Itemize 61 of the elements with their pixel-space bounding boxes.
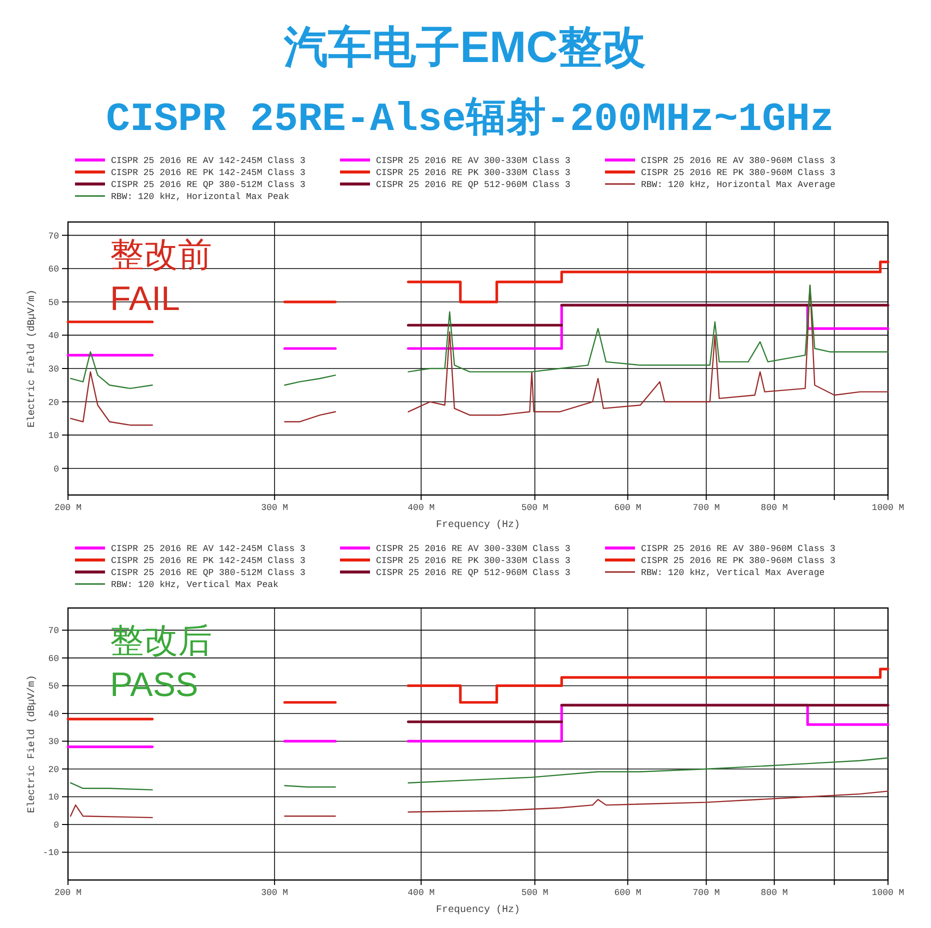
x-tick-label: 500 M [521, 503, 548, 513]
y-tick-label: 30 [48, 364, 59, 374]
annotation: 整改后 [110, 622, 212, 660]
y-axis-title: Electric Field (dBµV/m) [26, 289, 38, 428]
y-axis-title: Electric Field (dBµV/m) [26, 674, 38, 814]
legend-label: CISPR 25 2016 RE QP 512-960M Class 3 [376, 180, 570, 190]
legend-label: RBW: 120 kHz, Horizontal Max Average [641, 180, 836, 190]
y-tick-label: 70 [48, 231, 59, 242]
legend-label: CISPR 25 2016 RE AV 380-960M Class 3 [641, 544, 836, 554]
x-tick-label: 200 M [54, 503, 82, 513]
x-tick-label: 500 M [521, 888, 548, 898]
x-tick-label: 600 M [614, 888, 642, 898]
legend-label: CISPR 25 2016 RE PK 380-960M Class 3 [641, 556, 836, 566]
chart-title: 汽车电子EMC整改 [283, 23, 646, 72]
chart-subtitle: CISPR 25RE-Alse辐射-200MHz~1GHz [106, 96, 834, 143]
legend-label: CISPR 25 2016 RE AV 142-245M Class 3 [111, 544, 306, 554]
legend-label: CISPR 25 2016 RE PK 142-245M Class 3 [111, 168, 306, 178]
annotation: 整改前 [110, 236, 212, 274]
x-tick-label: 200 M [54, 888, 82, 898]
legend-label: CISPR 25 2016 RE AV 300-330M Class 3 [376, 544, 570, 554]
x-tick-label: 700 M [692, 888, 720, 898]
y-tick-label: 20 [48, 398, 59, 408]
x-tick-label: 1000 M [872, 503, 904, 513]
legend-label: CISPR 25 2016 RE QP 512-960M Class 3 [376, 568, 570, 578]
legend-label: CISPR 25 2016 RE PK 142-245M Class 3 [111, 556, 306, 566]
legend-label: RBW: 120 kHz, Horizontal Max Peak [111, 192, 290, 202]
legend-label: CISPR 25 2016 RE AV 142-245M Class 3 [111, 156, 306, 166]
legend-label: CISPR 25 2016 RE QP 380-512M Class 3 [111, 180, 306, 190]
legend-label: CISPR 25 2016 RE PK 380-960M Class 3 [641, 168, 836, 178]
y-tick-label: 30 [48, 737, 59, 748]
x-tick-label: 600 M [614, 503, 642, 513]
x-tick-label: 800 M [760, 888, 788, 898]
x-tick-label: 800 M [760, 503, 788, 513]
y-tick-label: 10 [48, 792, 59, 803]
x-tick-label: 700 M [692, 503, 720, 513]
y-tick-label: -10 [42, 848, 59, 858]
y-tick-label: 20 [48, 764, 59, 775]
y-tick-label: 0 [54, 820, 59, 830]
y-tick-label: 40 [48, 709, 59, 720]
x-tick-label: 1000 M [872, 888, 904, 898]
x-tick-label: 400 M [408, 503, 435, 513]
x-tick-label: 300 M [261, 888, 288, 898]
x-tick-label: 400 M [408, 888, 435, 898]
legend-label: CISPR 25 2016 RE AV 300-330M Class 3 [376, 156, 570, 166]
legend-label: CISPR 25 2016 RE QP 380-512M Class 3 [111, 568, 306, 578]
legend-label: CISPR 25 2016 RE PK 300-330M Class 3 [376, 168, 570, 178]
legend-label: CISPR 25 2016 RE PK 300-330M Class 3 [376, 556, 570, 566]
y-tick-label: 10 [48, 431, 59, 442]
legend-label: CISPR 25 2016 RE AV 380-960M Class 3 [641, 156, 836, 166]
y-tick-label: 70 [48, 626, 59, 636]
y-tick-label: 40 [48, 331, 59, 342]
x-axis-title: Frequency (Hz) [436, 519, 520, 531]
y-tick-label: 50 [48, 682, 59, 692]
y-tick-label: 50 [48, 298, 59, 308]
y-tick-label: 60 [48, 654, 59, 664]
legend-label: RBW: 120 kHz, Vertical Max Peak [111, 580, 278, 590]
y-tick-label: 0 [54, 464, 59, 474]
legend-label: RBW: 120 kHz, Vertical Max Average [641, 568, 825, 578]
y-tick-label: 60 [48, 264, 59, 275]
x-tick-label: 300 M [261, 503, 288, 513]
x-axis-title: Frequency (Hz) [436, 904, 520, 916]
